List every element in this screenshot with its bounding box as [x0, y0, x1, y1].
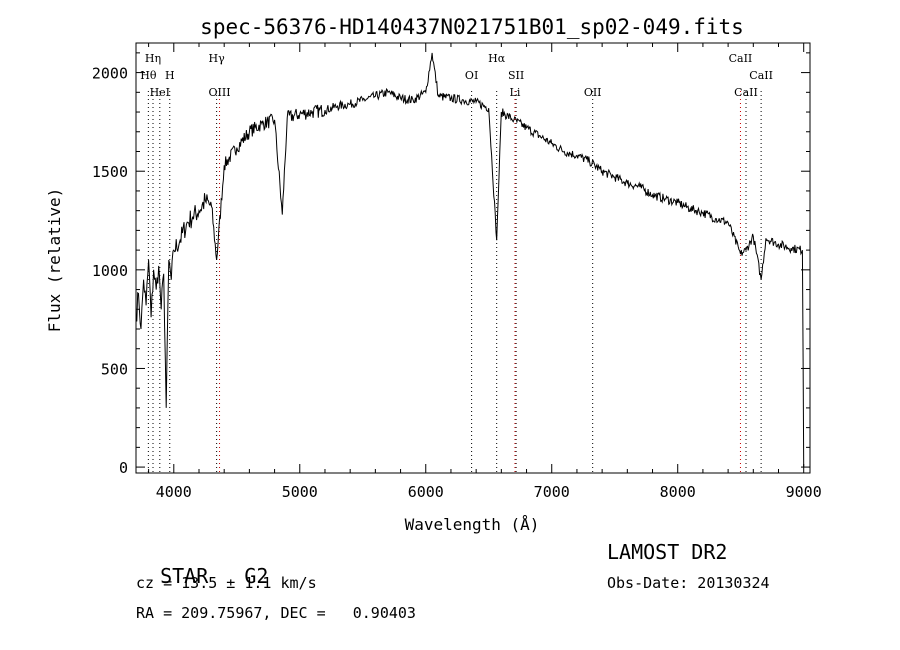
- x-tick-label: 9000: [786, 483, 822, 501]
- spectral-line-label: CaII: [734, 86, 758, 99]
- spectral-line-label: SII: [508, 69, 524, 82]
- spectrum-series: [135, 52, 805, 468]
- obs-date-text: Obs-Date: 20130324: [607, 574, 770, 592]
- object-subclass: G2: [244, 564, 269, 588]
- spectral-line-label: CaII: [749, 69, 773, 82]
- marker-lines: [147, 91, 762, 473]
- spectral-line-label: OI: [465, 69, 478, 82]
- spectral-line-label: Hγ: [209, 52, 226, 65]
- y-tick-label: 1500: [92, 163, 128, 181]
- x-tick-label: 4000: [156, 483, 192, 501]
- spectral-line-label: Hη: [145, 52, 161, 65]
- redshift-text: cz = 13.5 ± 1.1 km/s: [136, 574, 317, 592]
- spectral-line-label: Hα: [488, 52, 506, 65]
- chart-title: spec-56376-HD140437N021751B01_sp02-049.f…: [200, 15, 744, 39]
- spectrum-line: [135, 52, 805, 468]
- coordinates-text: RA = 209.75967, DEC = 0.90403: [136, 604, 416, 622]
- x-tick-label: 8000: [660, 483, 696, 501]
- y-axis-label: Flux (relative): [45, 188, 64, 333]
- x-tick-label: 7000: [534, 483, 570, 501]
- survey-name: LAMOST DR2: [607, 540, 728, 564]
- axes: 4000 5000 6000 7000 8000 9000 0 500 1000 1500 2000: [92, 42, 822, 501]
- spectral-line-label: HeI: [150, 86, 170, 99]
- x-tick-label: 6000: [408, 483, 444, 501]
- x-axis-label: Wavelength (Å): [405, 515, 540, 534]
- y-tick-label: 2000: [92, 65, 128, 83]
- spectral-line-label: OIII: [208, 86, 230, 99]
- plot-frame: [135, 42, 811, 474]
- spectral-line-label: Li: [510, 86, 521, 99]
- x-tick-label: 5000: [282, 483, 318, 501]
- y-tick-label: 0: [119, 459, 128, 477]
- object-class: STAR: [160, 564, 209, 588]
- spectral-line-label: Hθ: [140, 69, 157, 82]
- y-tick-label: 500: [101, 360, 128, 378]
- spectral-line-label: H: [165, 69, 175, 82]
- y-tick-label: 1000: [92, 262, 128, 280]
- spectral-line-label: OII: [584, 86, 602, 99]
- spectral-line-label: CaII: [729, 52, 753, 65]
